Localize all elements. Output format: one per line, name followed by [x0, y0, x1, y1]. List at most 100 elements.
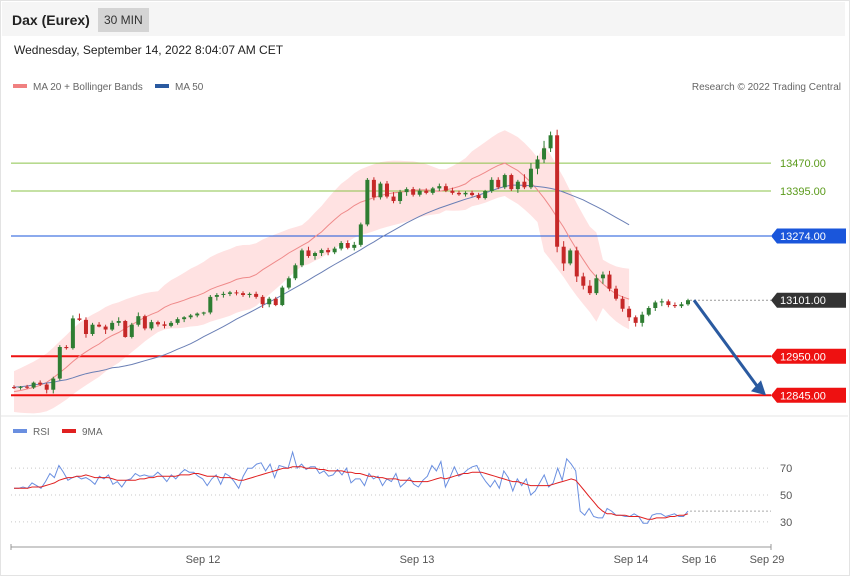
candle-body — [483, 191, 488, 199]
candle-body — [515, 181, 520, 190]
candle-body — [97, 324, 102, 327]
candle-body — [489, 179, 494, 191]
level-tag-bg — [771, 348, 846, 364]
candle-body — [31, 382, 36, 388]
level-tag-label: 13101.00 — [780, 295, 826, 307]
candle-body — [646, 308, 651, 315]
candle-body — [77, 318, 82, 320]
candle-body — [384, 183, 389, 197]
candlestick-series — [12, 129, 690, 394]
level-tag-bg — [771, 228, 846, 244]
candle-body — [686, 300, 690, 305]
level-tag-bg — [771, 387, 846, 403]
rsi-ma-legend-label: 9MA — [82, 427, 103, 438]
candle-body — [214, 295, 219, 297]
candle-body — [587, 285, 592, 294]
candle-body — [417, 190, 422, 195]
candle-body — [600, 274, 605, 279]
candle-body — [182, 317, 187, 320]
x-tick-label: Sep 29 — [750, 554, 785, 566]
candle-body — [659, 301, 664, 303]
candle-body — [528, 168, 533, 188]
candle-body — [561, 246, 566, 264]
candle-body — [129, 324, 134, 337]
candle-body — [208, 296, 213, 313]
candle-body — [653, 302, 658, 308]
candle-body — [463, 192, 468, 195]
candle-body — [437, 186, 442, 189]
candle-body — [378, 183, 383, 198]
candle-body — [51, 378, 56, 390]
ma50-line — [13, 184, 630, 388]
candle-body — [18, 386, 23, 388]
candle-body — [424, 190, 429, 193]
candle-body — [339, 243, 344, 249]
candle-body — [306, 250, 311, 256]
candle-body — [548, 135, 553, 149]
candle-body — [64, 347, 69, 349]
candle-body — [502, 175, 507, 188]
ma20-legend-label: MA 20 + Bollinger Bands — [33, 82, 143, 93]
level-tag-label: 13395.00 — [780, 186, 826, 198]
candle-body — [672, 305, 677, 307]
ma50-legend-swatch — [155, 84, 169, 88]
candle-body — [188, 315, 193, 318]
forecast-arrow-shaft — [692, 299, 760, 389]
forecast-arrow-head — [751, 380, 766, 396]
bollinger-bands — [14, 130, 630, 414]
candle-body — [123, 321, 128, 337]
level-tag-label: 13274.00 — [780, 231, 826, 243]
rsi-tick-label: 30 — [780, 517, 792, 529]
candle-body — [136, 316, 141, 325]
candle-body — [12, 387, 16, 389]
candle-body — [38, 382, 43, 385]
candle-body — [411, 189, 416, 195]
candle-body — [430, 188, 435, 193]
x-axis: Sep 12 Sep 13 Sep 14 Sep 16 Sep 29 — [10, 544, 785, 566]
credit-text: Research © 2022 Trading Central — [692, 82, 841, 93]
candle-body — [614, 288, 619, 299]
level-tag-label: 12950.00 — [780, 351, 826, 363]
ma50-legend-label: MA 50 — [175, 82, 204, 93]
candle-body — [535, 159, 540, 169]
candle-body — [299, 250, 304, 266]
rsi-ma-line — [14, 466, 689, 520]
candle-body — [404, 189, 409, 193]
moving-averages — [13, 162, 630, 393]
candle-body — [443, 186, 448, 191]
interval-badge[interactable]: 30 MIN — [98, 8, 149, 32]
instrument-title: Dax (Eurex) — [12, 12, 90, 28]
candle-body — [555, 135, 560, 247]
candle-body — [116, 321, 121, 323]
candle-body — [358, 224, 363, 245]
level-lines: 13470.00 13395.00 13274.00 13101.00 12950.00… — [11, 158, 846, 403]
candle-body — [319, 250, 324, 254]
candle-body — [313, 253, 318, 256]
rsi-line — [14, 450, 689, 524]
candle-body — [640, 314, 645, 323]
candle-body — [44, 384, 49, 390]
rsi-tick-label: 70 — [780, 463, 792, 475]
x-tick-label: Sep 12 — [186, 554, 221, 566]
rsi-tick-label: 50 — [780, 490, 792, 502]
level-tag-label: 12845.00 — [780, 390, 826, 402]
ma20-legend-swatch — [13, 84, 27, 88]
candle-body — [496, 179, 501, 188]
candle-body — [568, 250, 573, 264]
candle-body — [450, 190, 455, 193]
x-tick-label: Sep 16 — [682, 554, 717, 566]
candle-body — [260, 296, 265, 305]
chart-datetime: Wednesday, September 14, 2022 8:04:07 AM… — [14, 43, 284, 57]
rsi-ma-legend-swatch — [62, 429, 76, 433]
candle-body — [221, 293, 226, 295]
candle-body — [627, 308, 632, 318]
ma20-line — [13, 162, 630, 393]
candle-body — [241, 293, 246, 295]
candle-body — [254, 293, 259, 297]
candle-body — [352, 244, 357, 248]
candle-body — [142, 316, 147, 329]
forecast-arrow — [692, 299, 766, 396]
candle-body — [25, 386, 30, 388]
candle-body — [227, 292, 232, 294]
